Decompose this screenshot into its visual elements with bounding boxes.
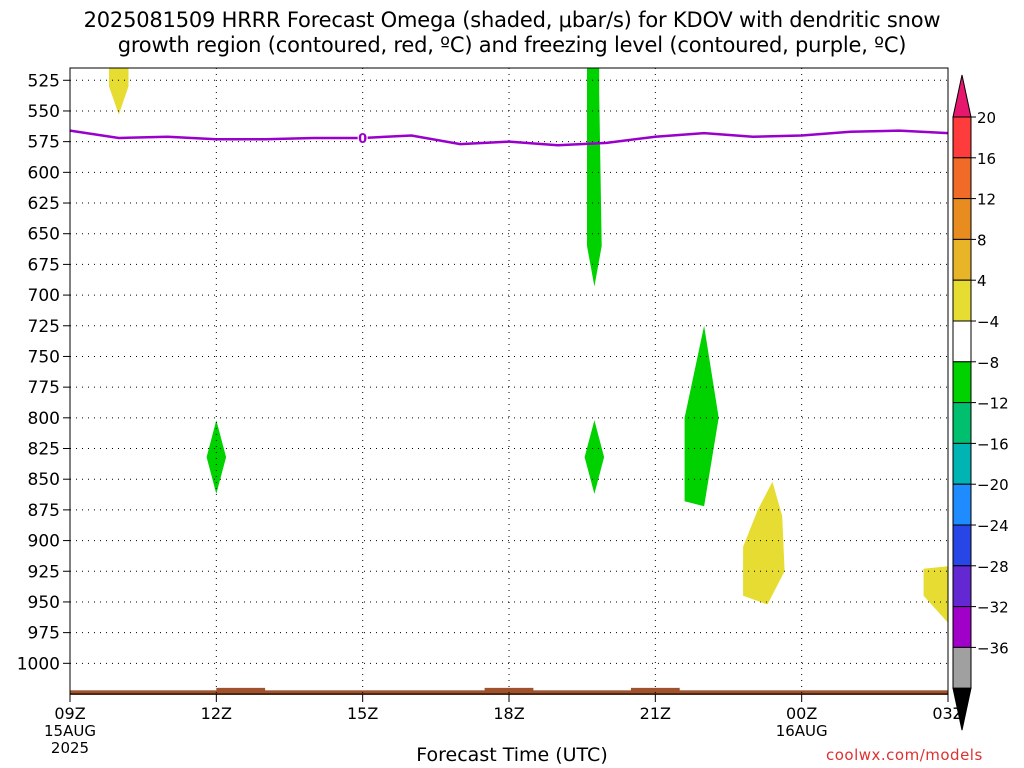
colorbar-label: −4	[977, 313, 999, 331]
colorbar-bottom-arrow	[952, 687, 972, 731]
colorbar-swatch	[952, 157, 972, 200]
colorbar-label: 4	[977, 272, 987, 290]
terrain-bump-3	[630, 687, 680, 692]
y-tick-label: 650	[28, 225, 60, 245]
freezing-level-line	[69, 129, 949, 147]
colorbar-label: −20	[977, 476, 1009, 494]
x-tick-date: 15AUG	[44, 722, 96, 740]
colorbar-swatch	[952, 483, 972, 526]
omega-area-5	[684, 325, 719, 507]
terrain-bump-2	[484, 687, 534, 692]
y-tick-label: 725	[28, 317, 60, 337]
x-tick-year: 2025	[51, 739, 89, 757]
y-tick-label: 825	[28, 440, 60, 460]
omega-shading-layer	[109, 68, 948, 623]
colorbar-swatch	[952, 606, 972, 648]
colorbar-swatch	[952, 565, 972, 608]
y-tick-label: 800	[28, 409, 60, 429]
omega-area-7	[923, 566, 948, 623]
freezing-level-label: 0	[358, 132, 367, 147]
y-tick-label: 925	[28, 562, 60, 582]
omega-area-2	[587, 68, 602, 287]
colorbar-swatch	[952, 238, 972, 281]
omega-area-1	[109, 68, 129, 115]
chart-title-line-2: growth region (contoured, red, ºC) and f…	[117, 33, 907, 57]
colorbar-swatch	[952, 442, 972, 485]
y-tick-label: 775	[28, 378, 60, 398]
freezing-label-bg	[357, 130, 368, 145]
y-tick-label: 675	[28, 255, 60, 275]
y-tick-label: 950	[28, 593, 60, 613]
colorbar-label: 12	[977, 191, 996, 209]
colorbar-label: 20	[977, 109, 996, 127]
x-tick-label: 18Z	[493, 704, 524, 723]
source-credit: coolwx.com/models	[826, 746, 983, 764]
colorbar-label: −16	[977, 435, 1009, 453]
y-tick-label: 525	[28, 71, 60, 91]
chart-title-line-1: 2025081509 HRRR Forecast Omega (shaded, …	[83, 8, 941, 32]
colorbar-swatch	[952, 198, 972, 240]
colorbar-label: −28	[977, 558, 1009, 576]
colorbar-swatch	[952, 646, 972, 689]
y-tick-label: 900	[28, 532, 60, 552]
x-tick-label: 15Z	[347, 704, 378, 723]
colorbar-top-arrow	[952, 74, 972, 118]
y-tick-label: 975	[28, 624, 60, 644]
y-tick-label: 550	[28, 102, 60, 122]
colorbar-label: −36	[977, 639, 1009, 657]
x-tick-label: 00Z	[786, 704, 817, 723]
freezing-level-layer: 0	[69, 129, 949, 147]
x-axis-label: Forecast Time (UTC)	[416, 744, 608, 766]
y-tick-label: 850	[28, 470, 60, 490]
x-tick-label: 12Z	[201, 704, 232, 723]
y-tick-label: 700	[28, 286, 60, 306]
y-axis-ticks: 525 550 575 600 625 650 675 700 725 750 775 800 825 8…	[17, 71, 70, 674]
colorbar-label: 8	[977, 231, 987, 249]
colorbar-swatch	[952, 524, 972, 567]
colorbar-label: −24	[977, 517, 1009, 535]
colorbar: 20 16 12 8 4 −4 −8 −12 −16 −20 −24 −28 −32 −36	[952, 74, 1009, 731]
colorbar-label: −8	[977, 354, 999, 372]
x-tick-label: 09Z	[54, 704, 85, 723]
y-tick-label: 600	[28, 163, 60, 183]
y-tick-label: 625	[28, 194, 60, 214]
y-tick-label: 750	[28, 347, 60, 367]
y-tick-label: 1000	[17, 654, 60, 674]
x-tick-label: 03Z	[932, 704, 963, 723]
colorbar-label: 16	[977, 150, 996, 168]
y-tick-label: 875	[28, 501, 60, 521]
x-tick-date: 16AUG	[776, 722, 828, 740]
omega-area-3	[206, 420, 227, 494]
colorbar-swatch	[952, 279, 972, 322]
omega-area-4	[584, 420, 605, 494]
grid-layer	[69, 68, 949, 694]
colorbar-swatch	[952, 361, 972, 404]
colorbar-label: −12	[977, 395, 1009, 413]
omega-area-6	[743, 481, 785, 605]
colorbar-swatch	[952, 320, 972, 363]
colorbar-swatch	[952, 116, 972, 159]
terrain-bump-1	[216, 687, 266, 692]
x-tick-label: 21Z	[640, 704, 671, 723]
colorbar-swatch	[952, 402, 972, 444]
colorbar-label: −32	[977, 599, 1009, 617]
y-tick-label: 575	[28, 133, 60, 153]
